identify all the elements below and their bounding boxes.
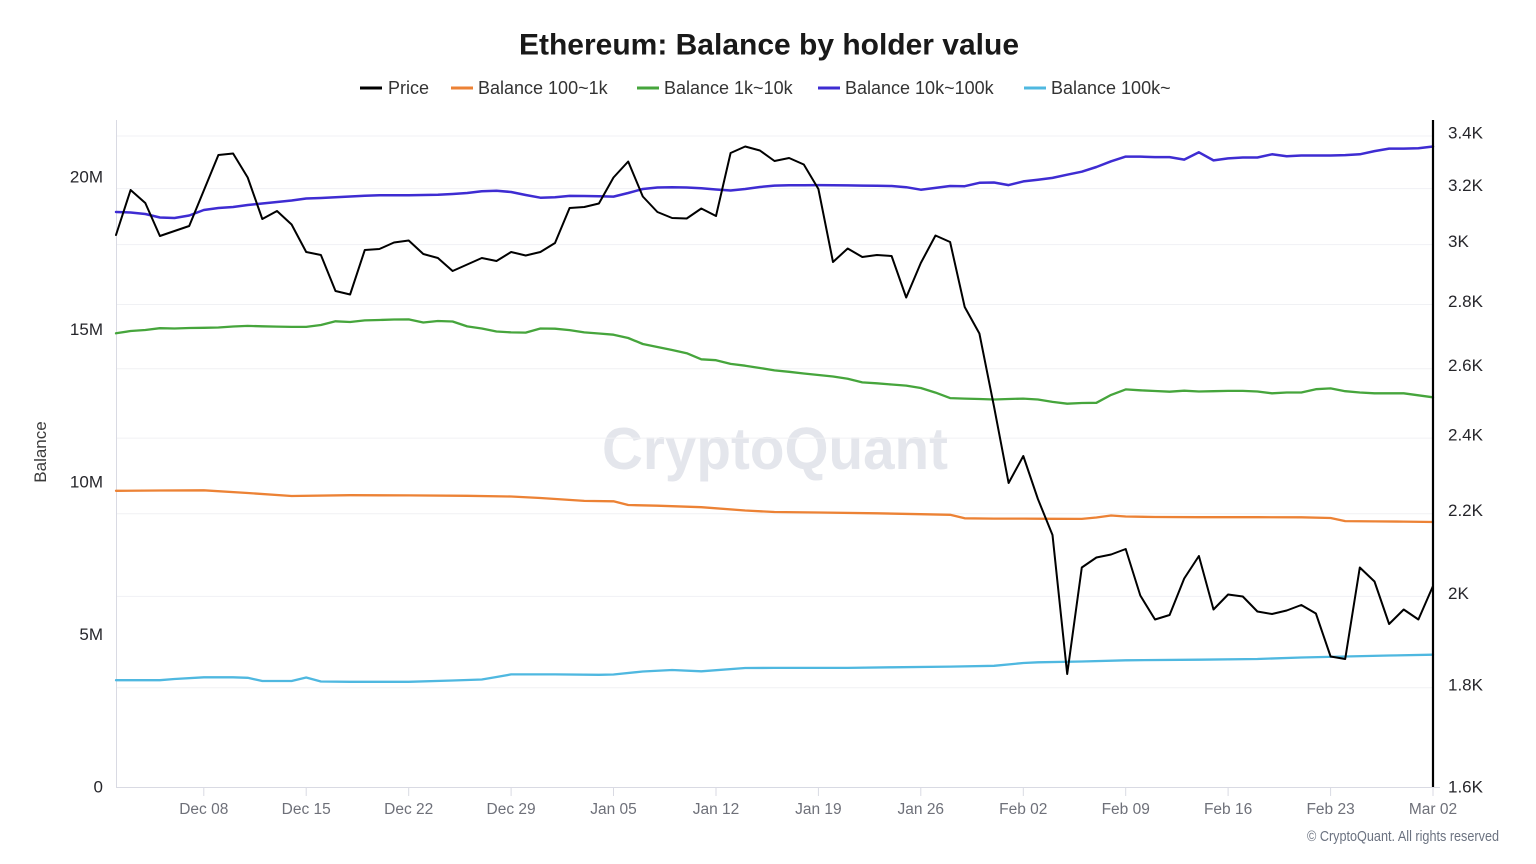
svg-text:Price: Price — [388, 78, 429, 98]
svg-text:2.2K: 2.2K — [1448, 501, 1484, 520]
svg-text:2.8K: 2.8K — [1448, 292, 1484, 311]
svg-text:Feb 23: Feb 23 — [1306, 801, 1354, 818]
svg-text:Feb 09: Feb 09 — [1102, 801, 1150, 818]
svg-text:1.8K: 1.8K — [1448, 675, 1484, 694]
svg-text:5M: 5M — [79, 625, 103, 644]
svg-text:Dec 08: Dec 08 — [179, 801, 228, 818]
svg-text:Dec 29: Dec 29 — [487, 801, 536, 818]
svg-text:Balance 100~1k: Balance 100~1k — [478, 78, 609, 98]
svg-text:Balance: Balance — [31, 421, 50, 482]
svg-text:Balance 100k~: Balance 100k~ — [1051, 78, 1171, 98]
svg-text:Jan 19: Jan 19 — [795, 801, 842, 818]
svg-text:10M: 10M — [70, 473, 103, 492]
svg-text:Jan 05: Jan 05 — [590, 801, 637, 818]
svg-text:0: 0 — [94, 778, 103, 797]
svg-text:2K: 2K — [1448, 584, 1469, 603]
svg-text:Jan 26: Jan 26 — [898, 801, 945, 818]
svg-text:3K: 3K — [1448, 232, 1469, 251]
svg-text:2.6K: 2.6K — [1448, 356, 1484, 375]
svg-text:Ethereum: Balance by holder va: Ethereum: Balance by holder value — [519, 29, 1019, 62]
svg-text:1.6K: 1.6K — [1448, 778, 1484, 797]
svg-text:Dec 15: Dec 15 — [282, 801, 331, 818]
svg-text:CryptoQuant: CryptoQuant — [602, 416, 948, 482]
svg-text:Dec 22: Dec 22 — [384, 801, 433, 818]
svg-text:15M: 15M — [70, 320, 103, 339]
svg-text:2.4K: 2.4K — [1448, 426, 1484, 445]
svg-text:© CryptoQuant. All rights rese: © CryptoQuant. All rights reserved — [1307, 829, 1499, 845]
svg-text:Feb 16: Feb 16 — [1204, 801, 1252, 818]
svg-text:3.4K: 3.4K — [1448, 124, 1484, 143]
svg-text:Balance 10k~100k: Balance 10k~100k — [845, 78, 995, 98]
svg-text:Feb 02: Feb 02 — [999, 801, 1047, 818]
svg-text:Mar 02: Mar 02 — [1409, 801, 1457, 818]
svg-text:3.2K: 3.2K — [1448, 176, 1484, 195]
svg-text:Balance 1k~10k: Balance 1k~10k — [664, 78, 794, 98]
svg-text:20M: 20M — [70, 168, 103, 187]
svg-text:Jan 12: Jan 12 — [693, 801, 740, 818]
